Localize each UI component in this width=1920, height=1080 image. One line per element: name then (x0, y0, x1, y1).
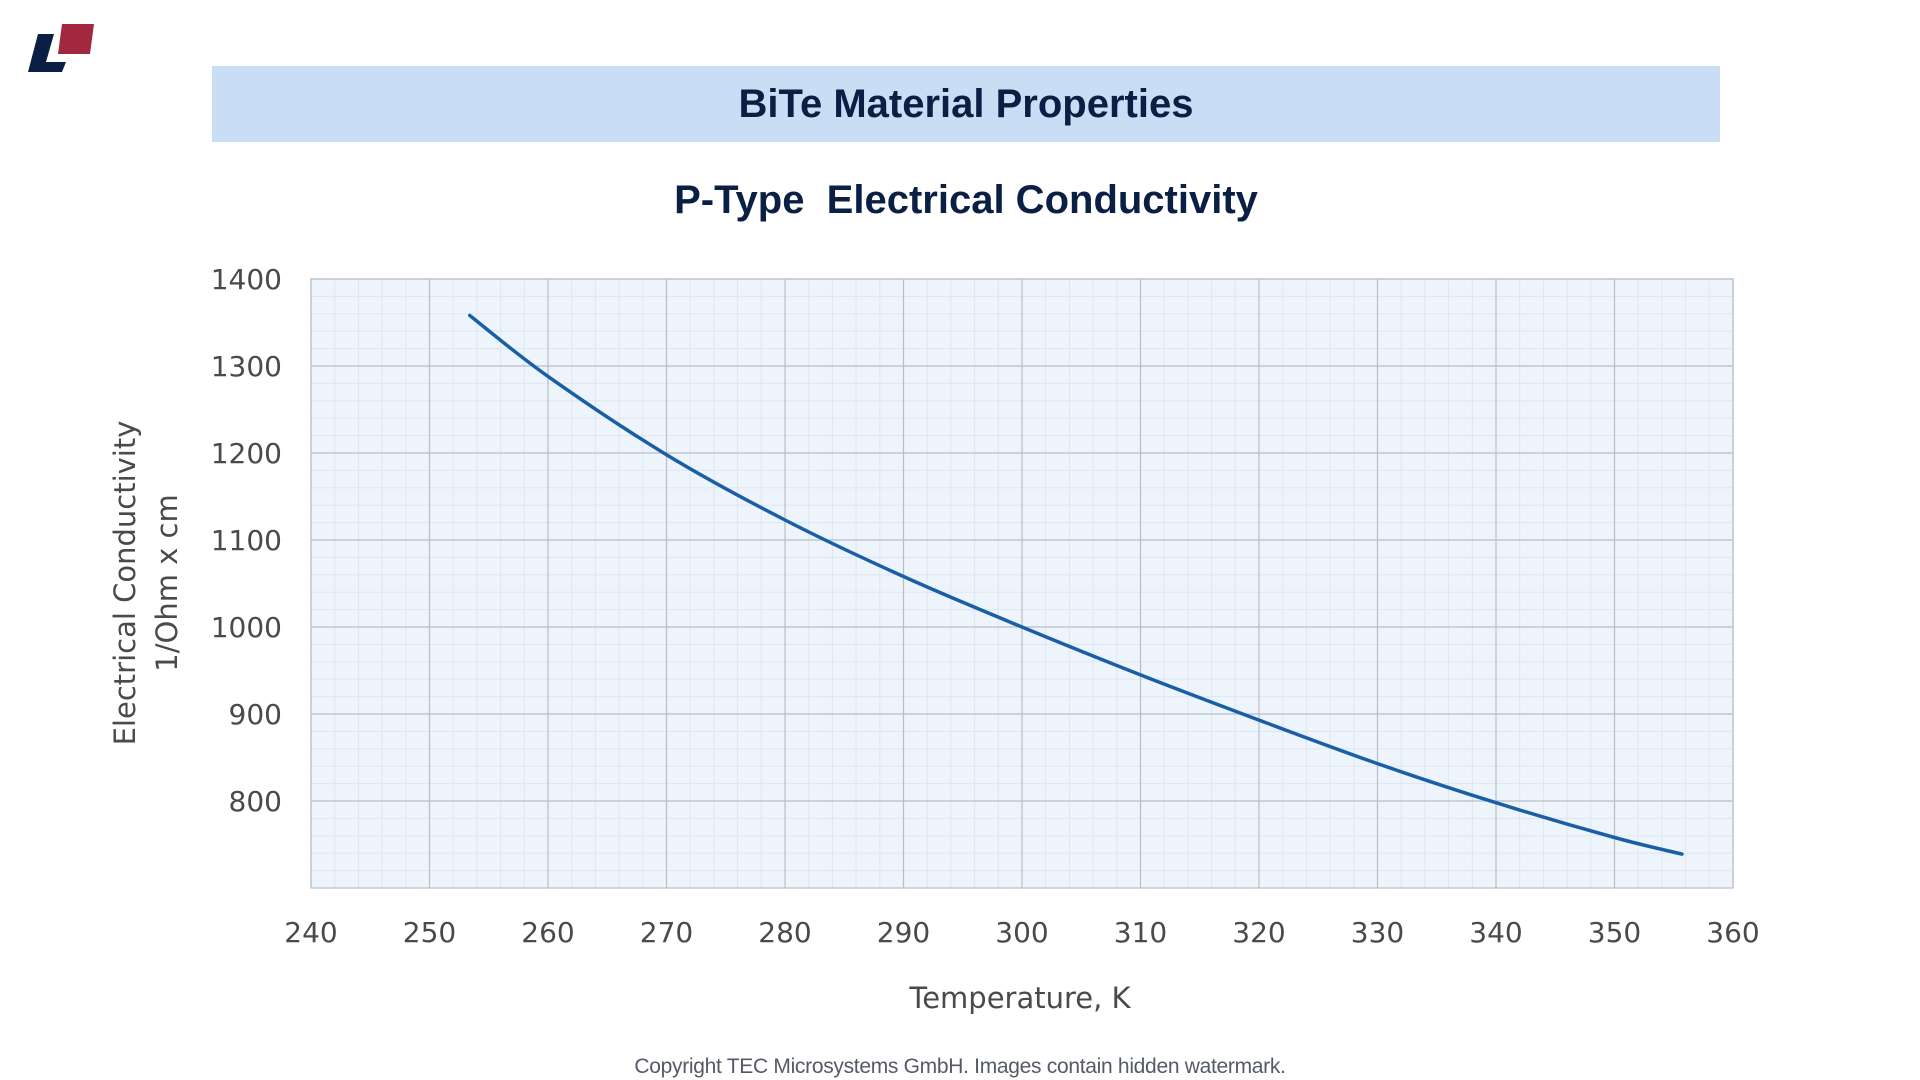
y-tick-label-900: 900 (229, 698, 282, 731)
x-tick-label-270: 270 (640, 916, 693, 949)
y-axis-label: Electrical Conductivity 1/Ohm x cm (108, 421, 184, 746)
y-tick-label-800: 800 (229, 785, 282, 818)
x-tick-label-330: 330 (1351, 916, 1404, 949)
x-axis-label: Temperature, K (908, 981, 1131, 1015)
y-tick-label-1400: 1400 (211, 263, 282, 296)
x-tick-label-260: 260 (521, 916, 574, 949)
x-tick-label-340: 340 (1469, 916, 1522, 949)
y-tick-label-1200: 1200 (211, 437, 282, 470)
y-axis-label-line-2: 1/Ohm x cm (150, 494, 184, 671)
logo-red-shape (58, 24, 94, 54)
y-tick-label-1100: 1100 (211, 524, 282, 557)
title-banner: BiTe Material Properties (212, 66, 1720, 142)
x-tick-label-310: 310 (1114, 916, 1167, 949)
copyright-notice: Copyright TEC Microsystems GmbH. Images … (634, 1055, 1286, 1078)
company-logo (28, 24, 94, 72)
x-tick-label-360: 360 (1706, 916, 1759, 949)
x-tick-label-250: 250 (403, 916, 456, 949)
x-tick-label-350: 350 (1588, 916, 1641, 949)
series-line-p-type (468, 313, 1684, 856)
chart-title: P-Type Electrical Conductivity (674, 178, 1258, 222)
x-tick-label-320: 320 (1232, 916, 1285, 949)
y-tick-label-1300: 1300 (211, 350, 282, 383)
page-title: BiTe Material Properties (738, 81, 1194, 126)
x-tick-label-290: 290 (877, 916, 930, 949)
x-axis-ticks: 240 250 260 270 280 290 300 310 320 330 340 350 360 (284, 916, 1759, 949)
x-tick-label-240: 240 (284, 916, 337, 949)
y-axis-ticks: 800 900 1000 1100 1200 1300 1400 (211, 263, 282, 818)
x-tick-label-300: 300 (995, 916, 1048, 949)
y-axis-label-line-1: Electrical Conductivity (108, 421, 142, 746)
plot-border (310, 278, 1734, 889)
logo-navy-shape (28, 34, 66, 72)
x-tick-label-280: 280 (758, 916, 811, 949)
y-tick-label-1000: 1000 (211, 611, 282, 644)
